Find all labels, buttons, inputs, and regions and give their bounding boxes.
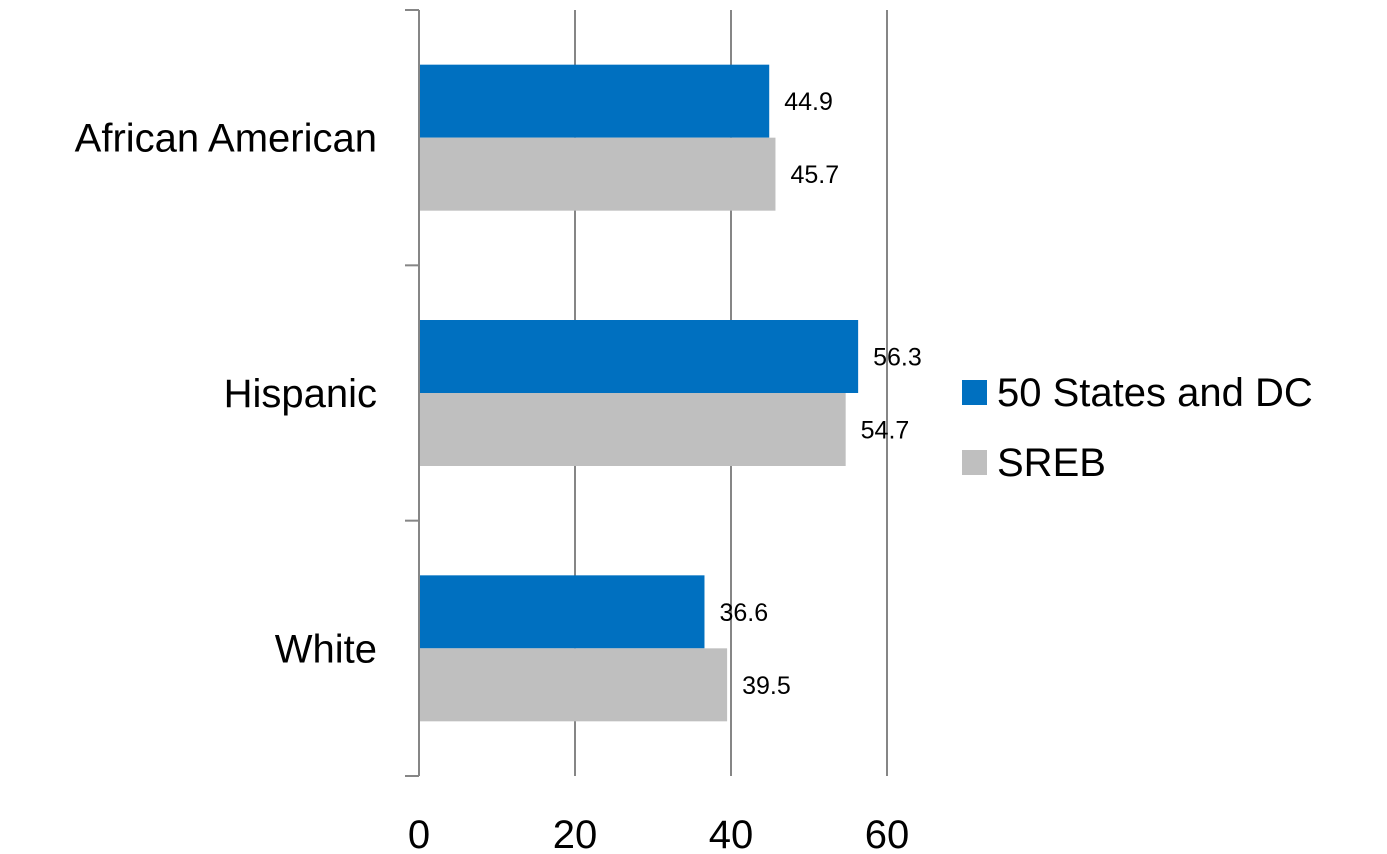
category-axis [405,9,420,777]
legend-swatch-series-0 [962,380,987,405]
data-label-african-american-series-1: 45.7 [790,161,839,189]
bar-hispanic-series-0 [419,320,859,393]
bar-african-american-series-1 [419,137,776,211]
value-axis-tick-labels: 0 20 40 60 [408,813,909,854]
data-label-hispanic-series-0: 56.3 [873,344,922,372]
data-label-white-series-0: 36.6 [719,599,768,627]
bar-white-series-1 [419,648,728,722]
category-label: African American [75,117,377,161]
category-label: Hispanic [224,372,377,416]
bars [419,64,859,722]
tick-label-0: 0 [408,813,430,854]
data-label-hispanic-series-1: 54.7 [861,417,910,445]
category-labels: African American Hispanic White [75,117,377,672]
bar-african-american-series-0 [419,64,770,138]
tick-label-40: 40 [709,813,754,854]
legend-swatch-series-1 [962,450,987,475]
bar-hispanic-series-1 [419,393,846,466]
tick-label-20: 20 [553,813,598,854]
legend-label-series-1: SREB [997,441,1106,485]
legend: 50 States and DC SREB [962,371,1313,485]
tick-label-60: 60 [865,813,910,854]
data-labels: 44.9 45.7 56.3 54.7 36.6 39.5 [719,88,921,700]
category-label: White [275,627,377,671]
bar-white-series-0 [419,575,705,649]
legend-label-series-0: 50 States and DC [997,371,1313,415]
data-label-white-series-1: 39.5 [742,672,791,700]
data-label-african-american-series-0: 44.9 [784,88,833,116]
